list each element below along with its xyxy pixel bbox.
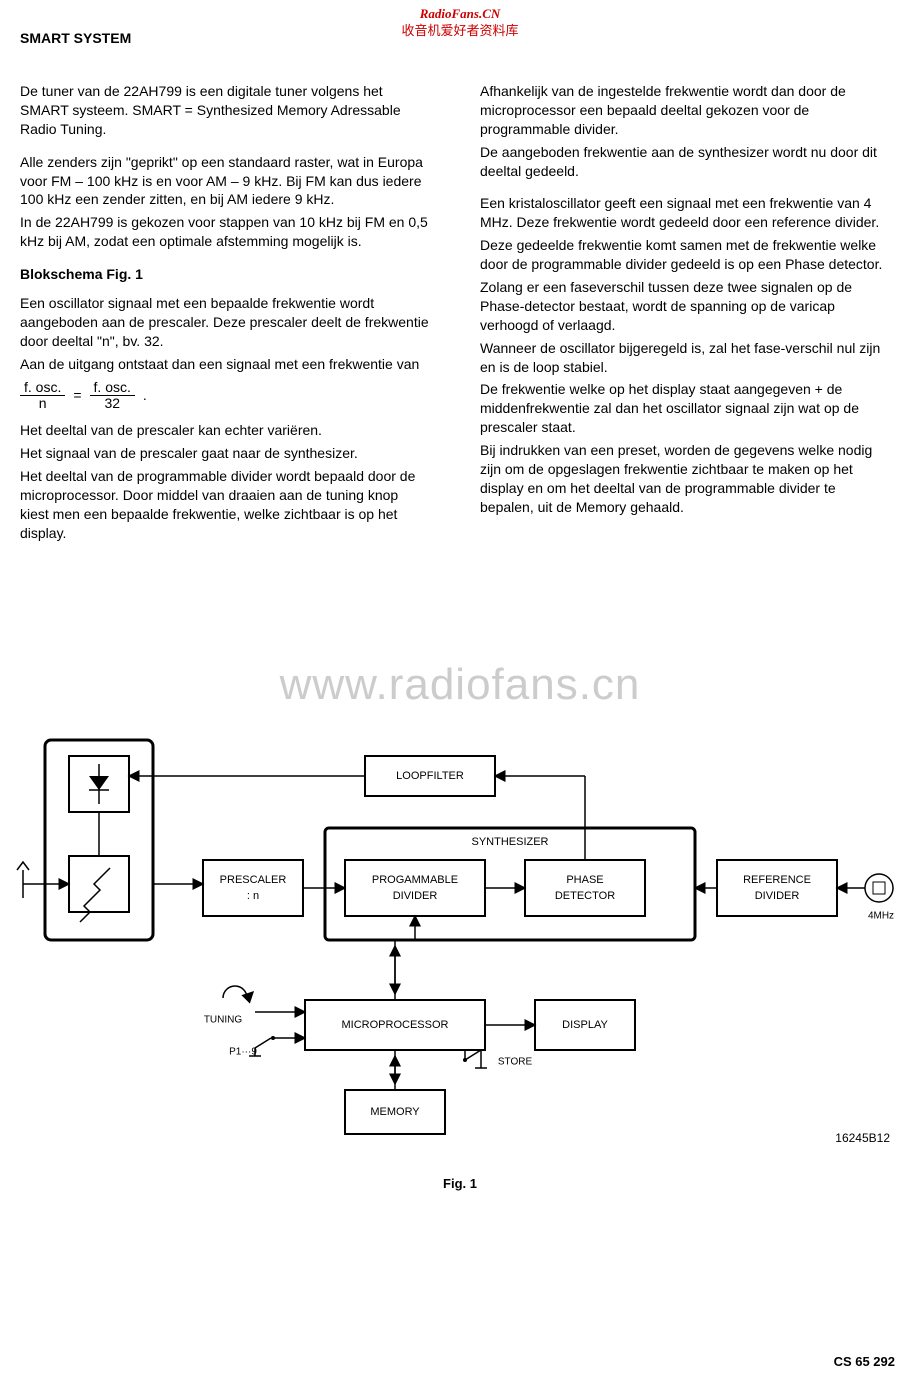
para-r8: Bij indrukken van een preset, worden de … (480, 441, 890, 517)
para-r4: Deze gedeelde frekwentie komt samen met … (480, 236, 890, 274)
eq-sign: = (73, 386, 81, 405)
formula: f. osc. n = f. osc. 32 . (20, 380, 430, 412)
left-column: De tuner van de 22AH799 is een digitale … (20, 82, 430, 557)
refdiv-l2: DIVIDER (755, 890, 800, 902)
tuning-label: TUNING (204, 1015, 243, 1026)
watermark-top: RadioFans.CN 收音机爱好者资料库 (0, 6, 920, 40)
memory-label: MEMORY (370, 1106, 420, 1118)
frac1-den: n (35, 396, 51, 411)
para-l1: De tuner van de 22AH799 is een digitale … (20, 82, 430, 139)
para-r3: Een kristaloscillator geeft een signaal … (480, 194, 890, 232)
prescaler-l2: : n (247, 890, 259, 902)
page-title: SMART SYSTEM (20, 30, 131, 46)
para-r6: Wanneer de oscillator bijgeregeld is, za… (480, 339, 890, 377)
subheading: Blokschema Fig. 1 (20, 265, 430, 284)
para-l5: Aan de uitgang ontstaat dan een signaal … (20, 355, 430, 374)
para-l6: Het deeltal van de prescaler kan echter … (20, 421, 430, 440)
block-diagram: LOOPFILTER SYNTHESIZER PRESCALER : n PRO… (15, 720, 905, 1170)
figure-caption: Fig. 1 (0, 1176, 920, 1191)
synth-label: SYNTHESIZER (471, 836, 548, 848)
right-column: Afhankelijk van de ingestelde frekwentie… (480, 82, 890, 531)
phasedet-l2: DETECTOR (555, 890, 615, 902)
watermark-line1: RadioFans.CN (0, 6, 920, 23)
store-label: STORE (498, 1057, 533, 1068)
phasedet-l1: PHASE (566, 874, 603, 886)
para-l8: Het deeltal van de programmable divider … (20, 467, 430, 543)
para-r7: De frekwentie welke op het display staat… (480, 380, 890, 437)
para-r1: Afhankelijk van de ingestelde frekwentie… (480, 82, 890, 139)
para-r5: Zolang er een faseverschil tussen deze t… (480, 278, 890, 335)
loopfilter-label: LOOPFILTER (396, 770, 464, 782)
progdiv-l2: DIVIDER (393, 890, 438, 902)
para-l4: Een oscillator signaal met een bepaalde … (20, 294, 430, 351)
refdiv-l1: REFERENCE (743, 874, 811, 886)
para-l2: Alle zenders zijn "geprikt" op een stand… (20, 153, 430, 210)
mhz-label: 4MHz (868, 911, 894, 922)
progdiv-l1: PROGAMMABLE (372, 874, 458, 886)
micro-label: MICROPROCESSOR (342, 1019, 449, 1031)
center-watermark: www.radiofans.cn (0, 660, 920, 710)
diagram-id: 16245B12 (835, 1131, 890, 1145)
frac2-den: 32 (100, 396, 124, 411)
frac2-num: f. osc. (90, 380, 135, 396)
para-l7: Het signaal van de prescaler gaat naar d… (20, 444, 430, 463)
formula-suffix: . (143, 386, 147, 405)
frac1-num: f. osc. (20, 380, 65, 396)
display-label: DISPLAY (562, 1019, 608, 1031)
watermark-line2: 收音机爱好者资料库 (0, 23, 920, 40)
prescaler-l1: PRESCALER (220, 874, 287, 886)
para-r2: De aangeboden frekwentie aan de synthesi… (480, 143, 890, 181)
para-l3: In de 22AH799 is gekozen voor stappen va… (20, 213, 430, 251)
page-footer: CS 65 292 (834, 1354, 895, 1369)
